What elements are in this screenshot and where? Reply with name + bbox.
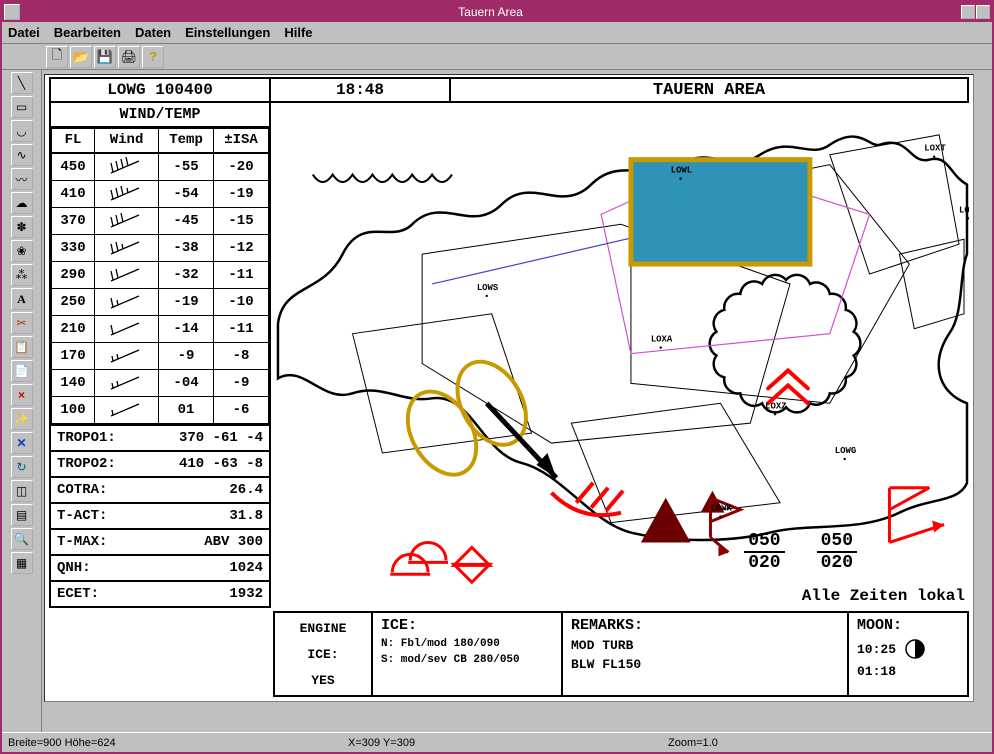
table-row: 250-19-10 xyxy=(52,288,269,315)
map-label: LOWL xyxy=(671,166,692,176)
map-label: LOWK xyxy=(710,504,732,514)
info-row: T-MAX:ABV 300 xyxy=(51,528,269,554)
cloud-tool[interactable]: ☁ xyxy=(11,192,33,214)
wind-temp-table: WIND/TEMP FLWindTemp±ISA 450-55-20410-54… xyxy=(49,103,271,608)
map-label: LOXT xyxy=(924,144,946,154)
paste-tool[interactable]: 📄 xyxy=(11,360,33,382)
map-label: LOWS xyxy=(477,283,499,293)
table-row: 210-14-11 xyxy=(52,315,269,342)
level-fraction-1: 050 020 xyxy=(744,531,784,573)
left-toolbar: ╲ ▭ ◡ ∿ 〰 ☁ ✽ ❀ ⁂ A ✂ 📋 📄 × ✨ ✕ ↻ ◫ ▤ 🔍 … xyxy=(2,70,42,732)
info-row: COTRA:26.4 xyxy=(51,476,269,502)
chart-canvas: LOWG 100400 18:48 TAUERN AREA WIND/TEMP … xyxy=(44,74,974,702)
table-row: 170-9-8 xyxy=(52,342,269,369)
delete-tool[interactable]: × xyxy=(11,384,33,406)
table-row: 140-04-9 xyxy=(52,369,269,396)
info-row: TROPO1:370 -61 -4 xyxy=(51,424,269,450)
table-title: WIND/TEMP xyxy=(51,103,269,128)
header-area: TAUERN AREA xyxy=(451,79,967,101)
wave-tool[interactable]: 〰 xyxy=(11,168,33,190)
open-button[interactable]: 📂 xyxy=(70,46,92,68)
engine-ice-box: ENGINE ICE: YES xyxy=(273,611,373,697)
text-tool[interactable]: A xyxy=(11,288,33,310)
system-menu-icon[interactable] xyxy=(4,4,20,20)
table-row: 290-32-11 xyxy=(52,261,269,288)
statusbar: Breite=900 Höhe=624 X=309 Y=309 Zoom=1.0 xyxy=(2,732,992,752)
map-svg: LOWL LOXT LOWW LOWS LOXA LOXZ LOWG LOWK xyxy=(273,105,969,602)
header-time: 18:48 xyxy=(271,79,451,101)
table-header: Temp xyxy=(159,129,214,153)
print-button[interactable]: 🖨 xyxy=(118,46,140,68)
copy-tool[interactable]: 📋 xyxy=(11,336,33,358)
local-times-label: Alle Zeiten lokal xyxy=(802,587,965,605)
puzzle-tool[interactable]: ✽ xyxy=(11,216,33,238)
window-title: Tauern Area xyxy=(20,5,961,19)
cut-tool[interactable]: ✂ xyxy=(11,312,33,334)
table-row: 10001-6 xyxy=(52,396,269,423)
menu-file[interactable]: Datei xyxy=(8,25,40,40)
menu-help[interactable]: Hilfe xyxy=(284,25,312,40)
header-station: LOWG 100400 xyxy=(51,79,271,101)
bottom-info-boxes: ENGINE ICE: YES ICE: N: Fbl/mod 180/090 … xyxy=(273,611,969,697)
level-fraction-2: 050 020 xyxy=(817,531,857,573)
curve-tool[interactable]: ∿ xyxy=(11,144,33,166)
app-window: Tauern Area Datei Bearbeiten Daten Einst… xyxy=(0,0,994,754)
misc-tool[interactable]: ▦ xyxy=(11,552,33,574)
splat-tool[interactable]: ❀ xyxy=(11,240,33,262)
info-row: TROPO2:410 -63 -8 xyxy=(51,450,269,476)
menu-edit[interactable]: Bearbeiten xyxy=(54,25,121,40)
arc-tool[interactable]: ◡ xyxy=(11,120,33,142)
table-header: FL xyxy=(52,129,95,153)
main-area: ╲ ▭ ◡ ∿ 〰 ☁ ✽ ❀ ⁂ A ✂ 📋 📄 × ✨ ✕ ↻ ◫ ▤ 🔍 … xyxy=(2,70,992,732)
menu-settings[interactable]: Einstellungen xyxy=(185,25,270,40)
status-zoom: Zoom=1.0 xyxy=(668,737,718,749)
maximize-button[interactable] xyxy=(976,5,990,19)
zoom-tool[interactable]: 🔍 xyxy=(11,528,33,550)
table-row: 330-38-12 xyxy=(52,234,269,261)
level-fraction-group: 050 020 050 020 xyxy=(738,531,863,573)
remarks-box: REMARKS: MOD TURB BLW FL150 xyxy=(563,611,849,697)
canvas-area[interactable]: LOWG 100400 18:48 TAUERN AREA WIND/TEMP … xyxy=(42,70,992,732)
table-row: 410-54-19 xyxy=(52,180,269,207)
help-button[interactable]: ? xyxy=(142,46,164,68)
table-header: Wind xyxy=(95,129,159,153)
menu-data[interactable]: Daten xyxy=(135,25,171,40)
info-row: T-ACT:31.8 xyxy=(51,502,269,528)
minimize-button[interactable] xyxy=(961,5,975,19)
save-button[interactable]: 💾 xyxy=(94,46,116,68)
ice-box: ICE: N: Fbl/mod 180/090 S: mod/sev CB 28… xyxy=(373,611,563,697)
header-band: LOWG 100400 18:48 TAUERN AREA xyxy=(49,77,969,103)
info-row: ECET:1932 xyxy=(51,580,269,606)
line-tool[interactable]: ╲ xyxy=(11,72,33,94)
info-row: QNH:1024 xyxy=(51,554,269,580)
dots-tool[interactable]: ⁂ xyxy=(11,264,33,286)
top-toolbar: 🗋 📂 💾 🖨 ? xyxy=(2,44,992,70)
moon-box: MOON: 10:25 01:18 xyxy=(849,611,969,697)
moon-icon xyxy=(904,638,926,660)
view-tool[interactable]: ◫ xyxy=(11,480,33,502)
wizard-tool[interactable]: ✨ xyxy=(11,408,33,430)
titlebar: Tauern Area xyxy=(2,2,992,22)
new-button[interactable]: 🗋 xyxy=(46,46,68,68)
map-label: LOXZ xyxy=(765,401,786,411)
table-header: ±ISA xyxy=(214,129,269,153)
map-label: LOWW xyxy=(959,205,969,215)
menubar: Datei Bearbeiten Daten Einstellungen Hil… xyxy=(2,22,992,44)
refresh-tool[interactable]: ↻ xyxy=(11,456,33,478)
rect-tool[interactable]: ▭ xyxy=(11,96,33,118)
close-x-tool[interactable]: ✕ xyxy=(11,432,33,454)
layers-tool[interactable]: ▤ xyxy=(11,504,33,526)
table-row: 370-45-15 xyxy=(52,207,269,234)
map-label: LOWG xyxy=(835,446,856,456)
table-row: 450-55-20 xyxy=(52,153,269,181)
map-label: LOXA xyxy=(651,335,673,345)
status-pos: X=309 Y=309 xyxy=(348,737,628,749)
status-size: Breite=900 Höhe=624 xyxy=(8,737,308,749)
